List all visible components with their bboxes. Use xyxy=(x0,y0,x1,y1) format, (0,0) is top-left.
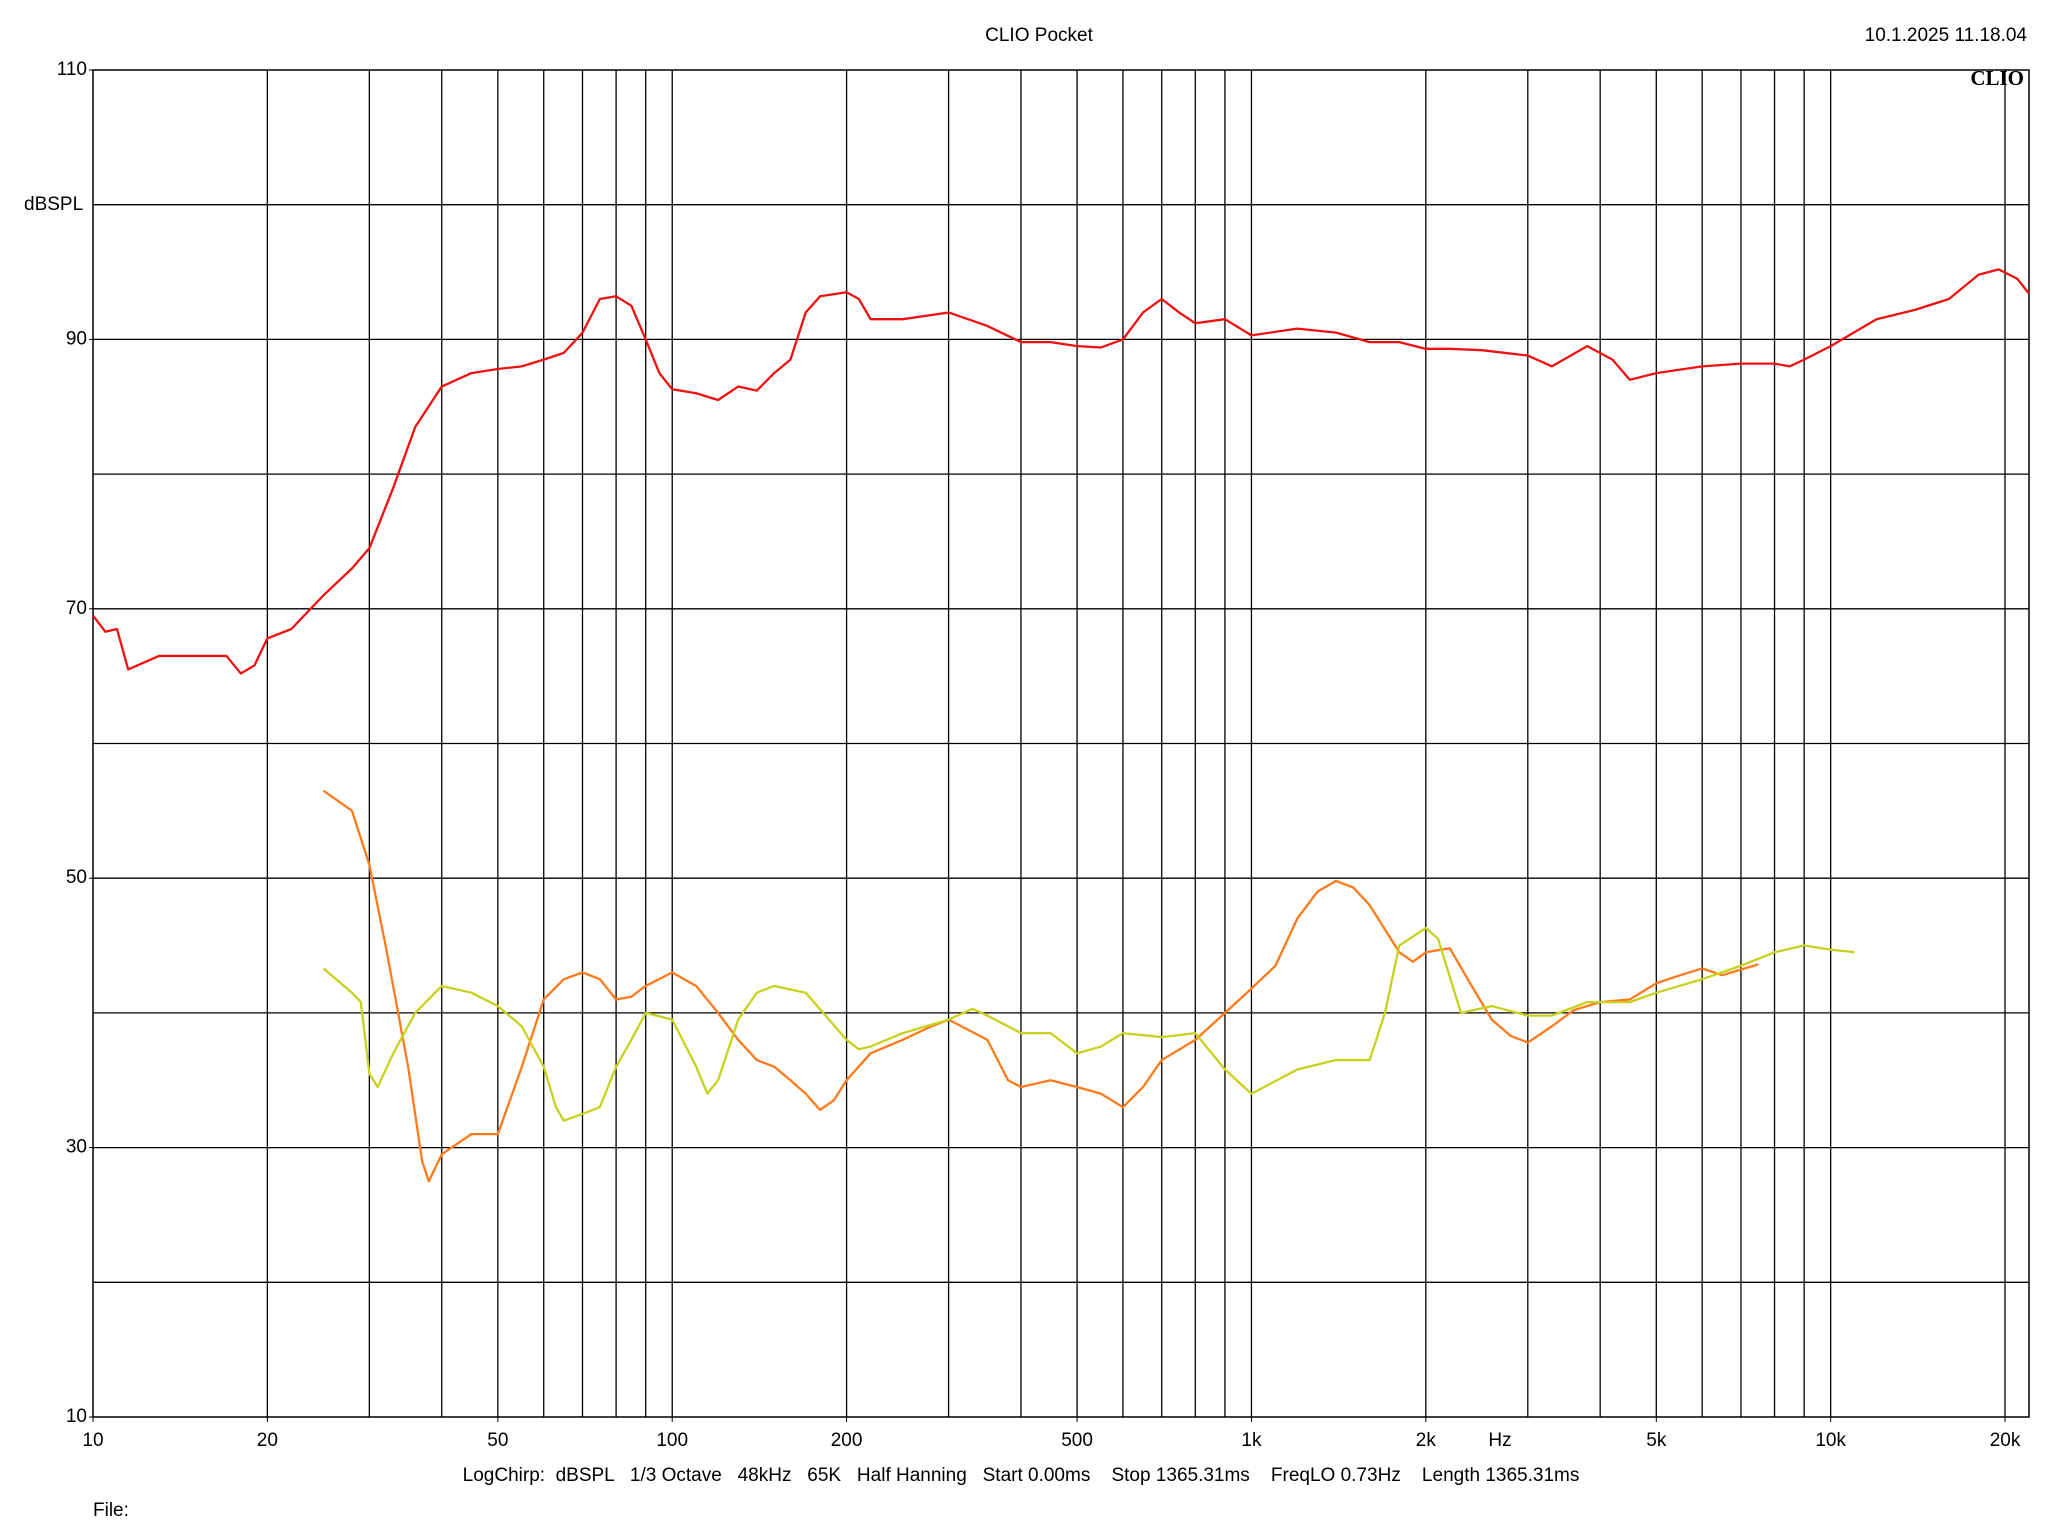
x-tick-label: 10k xyxy=(1815,1430,1846,1451)
x-tick-label: 500 xyxy=(1061,1430,1093,1451)
timestamp: 10.1.2025 11.18.04 xyxy=(1865,25,2028,46)
x-tick-label: 5k xyxy=(1646,1430,1667,1451)
response-curve xyxy=(322,926,1855,1122)
y-tick-label: 110 xyxy=(57,59,87,80)
plot-frame xyxy=(92,69,2030,1418)
file-label: File: xyxy=(93,1500,129,1521)
chart-title: CLIO Pocket xyxy=(985,25,1093,46)
y-tick-label: 90 xyxy=(66,328,87,349)
y-tick-label: 50 xyxy=(66,867,87,888)
x-tick-label: 100 xyxy=(656,1430,688,1451)
x-axis-label: Hz xyxy=(1488,1430,1511,1451)
x-tick-label: 2k xyxy=(1416,1430,1437,1451)
y-axis-label: dBSPL xyxy=(24,194,83,215)
x-tick-label: 20k xyxy=(1990,1430,2021,1451)
y-tick-label: 30 xyxy=(66,1137,87,1158)
x-tick-label: 200 xyxy=(831,1430,863,1451)
x-tick-label: 1k xyxy=(1241,1430,1262,1451)
x-tick-label: 10 xyxy=(82,1430,103,1451)
y-tick-label: 70 xyxy=(66,598,87,619)
response-curve xyxy=(322,789,1759,1183)
response-curve xyxy=(92,268,2030,675)
footer: LogChirp: dBSPL 1/3 Octave 48kHz 65K Hal… xyxy=(463,1465,1580,1486)
y-tick-label: 10 xyxy=(66,1406,87,1427)
x-tick-label: 50 xyxy=(487,1430,508,1451)
x-tick-label: 20 xyxy=(257,1430,278,1451)
